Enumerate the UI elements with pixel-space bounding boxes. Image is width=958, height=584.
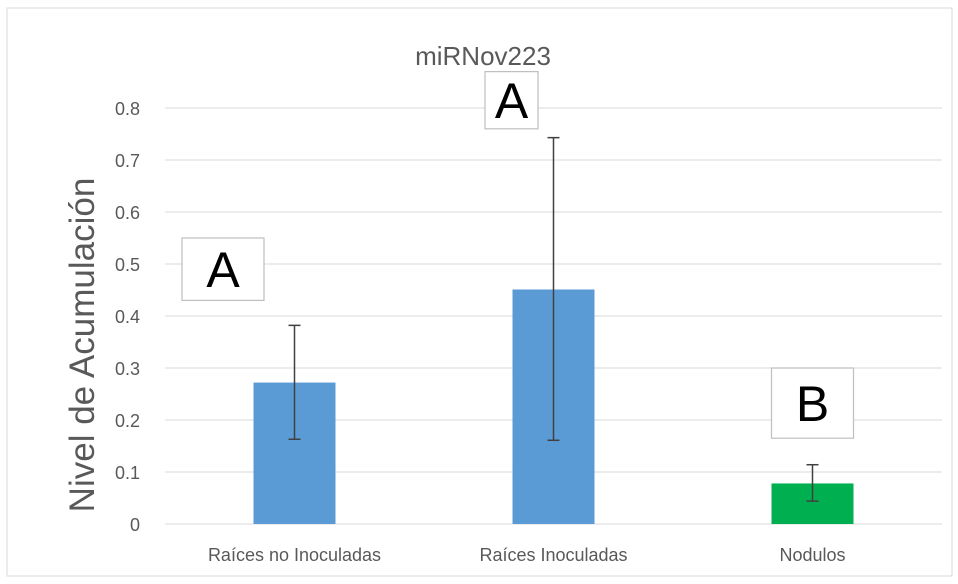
- y-tick-label: 0.1: [115, 463, 140, 483]
- y-tick-label: 0.7: [115, 151, 140, 171]
- y-tick-label: 0.3: [115, 359, 140, 379]
- y-tick-label: 0.8: [115, 99, 140, 119]
- chart-border: [6, 7, 953, 577]
- y-tick-label: 0: [130, 515, 140, 535]
- x-tick-labels: Raíces no Inoculadas Raíces Inoculadas Nod…: [208, 545, 846, 565]
- annotation-box: A: [484, 70, 539, 130]
- y-tick-label: 0.5: [115, 255, 140, 275]
- chart-title: miRNov223: [415, 41, 551, 71]
- y-axis-label: Nivel de Acumulación: [63, 178, 102, 513]
- x-tick-label: Nodulos: [779, 545, 845, 565]
- annotation-label: B: [796, 376, 829, 432]
- annotation-box: B: [770, 367, 855, 439]
- y-tick-label: 0.6: [115, 203, 140, 223]
- annotation-box: A: [181, 237, 265, 302]
- error-bar: [806, 463, 819, 502]
- y-tick-labels: 0 0.1 0.2 0.3 0.4 0.5 0.6 0.7 0.8: [115, 99, 140, 535]
- x-tick-label: Raíces Inoculadas: [479, 545, 627, 565]
- x-tick-label: Raíces no Inoculadas: [208, 545, 381, 565]
- error-bar: [288, 324, 301, 440]
- error-bars: [288, 136, 819, 502]
- annotation-label: A: [495, 73, 529, 129]
- annotations: A A B: [181, 70, 855, 439]
- annotation-label: A: [206, 242, 240, 298]
- error-bar: [547, 136, 560, 442]
- y-tick-label: 0.2: [115, 411, 140, 431]
- y-tick-label: 0.4: [115, 307, 140, 327]
